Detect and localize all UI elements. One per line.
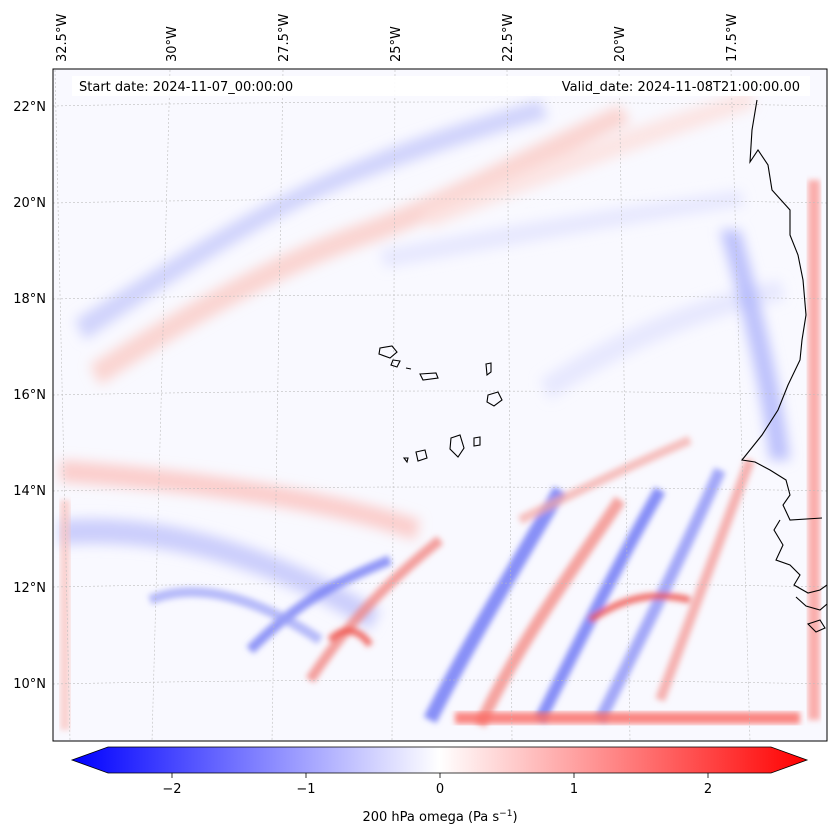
lat-tick-10: 10°N: [13, 677, 46, 692]
lat-tick-18: 18°N: [13, 292, 46, 307]
fogo-island: [415, 449, 428, 462]
coastal-ascending: [720, 230, 790, 460]
guinea-coast: [795, 596, 827, 611]
santiago-island: [449, 434, 465, 458]
lat-tick-22: 22°N: [13, 100, 46, 115]
ascending-band-3: [540, 280, 785, 400]
colorbar-label-close: ): [512, 810, 517, 825]
lon-tick-32-5: 32.5°W: [55, 14, 70, 62]
boundary-east: [808, 180, 820, 720]
field-bands: [60, 90, 790, 630]
map-background: [53, 69, 827, 741]
valid-date-label: Valid_date: 2024-11-08T21:00:00.00: [562, 80, 800, 95]
lat-tick-16: 16°N: [13, 388, 46, 403]
colorbar-tick-label: −2: [162, 782, 181, 797]
colorbar-tick-label: 0: [436, 782, 444, 797]
brava-island: [402, 457, 409, 464]
longitude-tick-labels: 32.5°W 30°W 27.5°W 25°W 22.5°W 20°W 17.5…: [55, 14, 740, 62]
coastline: [378, 99, 827, 633]
streak-10: [588, 592, 691, 623]
streak-1: [423, 486, 567, 724]
map-frame: [52, 68, 828, 742]
lat-tick-14: 14°N: [13, 484, 46, 499]
streak-11: [327, 627, 373, 648]
map-panel[interactable]: Start date: 2024-11-07_00:00:00 Valid_da…: [52, 68, 828, 742]
descending-band-3: [60, 460, 420, 540]
lon-tick-22-5: 22.5°W: [501, 14, 516, 62]
colorbar-tick-label: 1: [570, 782, 578, 797]
lat-tick-20: 20°N: [13, 196, 46, 211]
colorbar-tick-label: 2: [704, 782, 712, 797]
streak-2: [474, 496, 625, 728]
streak-3: [534, 487, 666, 723]
sao-vicente-island: [390, 359, 401, 368]
streak-9: [517, 435, 692, 525]
ascending-band-4: [60, 518, 380, 630]
lon-tick-25: 25°W: [389, 26, 404, 62]
ascending-band-2: [380, 190, 745, 268]
santa-luzia-island: [405, 367, 412, 370]
lon-tick-17-5: 17.5°W: [725, 14, 740, 62]
sal-island: [485, 362, 492, 377]
streak-7: [246, 555, 392, 654]
colorbar-label: 200 hPa omega (Pa s−1): [362, 809, 517, 825]
lon-tick-30: 30°W: [165, 26, 180, 62]
streak-6: [305, 536, 444, 683]
lon-tick-27-5: 27.5°W: [277, 14, 292, 62]
ascending-band-1: [75, 100, 548, 340]
boundary-west: [60, 500, 70, 730]
streak-5: [655, 458, 755, 702]
colorbar-ticks: −2 −1 0 1 2: [162, 773, 712, 797]
omega-field: [60, 90, 820, 730]
annotation-bar: [72, 76, 810, 96]
streak-8: [148, 587, 323, 645]
lon-tick-20: 20°W: [613, 26, 628, 62]
colorbar: −2 −1 0 1 2 200 hPa omega (Pa s−1): [70, 746, 809, 825]
descending-band-1: [90, 105, 630, 385]
guinea-bissau-coast: [773, 519, 827, 594]
boa-vista-island: [486, 391, 503, 407]
start-date-label: Start date: 2024-11-07_00:00:00: [79, 80, 293, 95]
coastal-island: [806, 619, 826, 633]
santo-antao-island: [378, 345, 398, 359]
lat-tick-12: 12°N: [13, 581, 46, 596]
sao-nicolau-island: [419, 372, 439, 381]
colorbar-tick-label: −1: [296, 782, 315, 797]
colorbar-label-exponent: −1: [499, 809, 512, 819]
maio-island: [473, 436, 481, 447]
field-streaks: [148, 435, 755, 728]
boundary-south: [455, 712, 800, 724]
colorbar-label-main: 200 hPa omega (Pa s: [362, 810, 499, 825]
descending-band-2: [420, 90, 755, 228]
latitude-tick-labels: 22°N 20°N 18°N 16°N 14°N 12°N 10°N: [13, 100, 46, 692]
africa-coast: [740, 99, 823, 521]
colorbar-body: [70, 746, 809, 774]
